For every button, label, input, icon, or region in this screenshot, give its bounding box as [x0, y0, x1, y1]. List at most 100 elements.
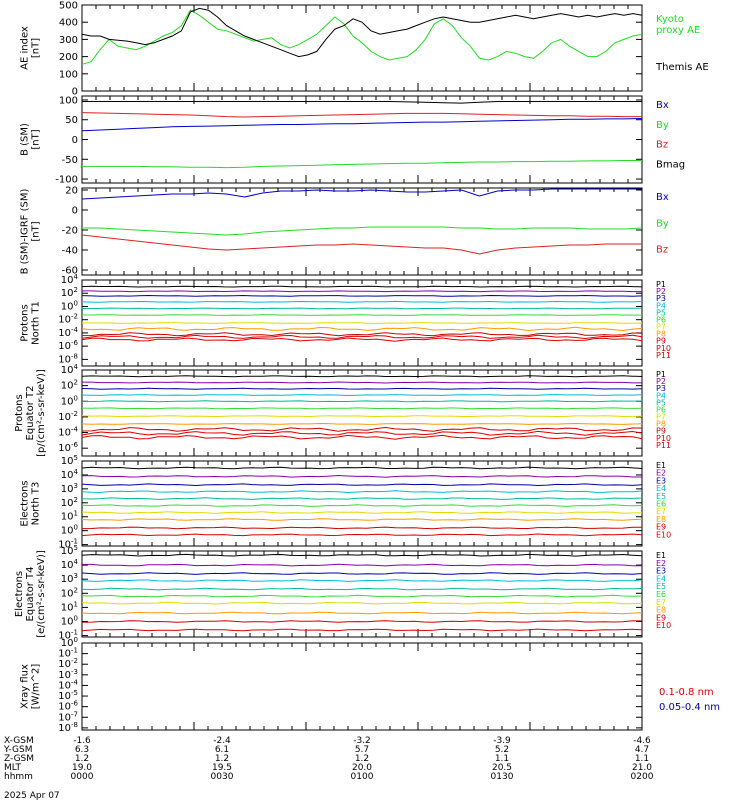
series-line-p4 [81, 300, 643, 303]
series-line-p10 [81, 334, 643, 340]
panel-3: -60 -40 -20 0 20 B (SM)-IGRF (SM) [nT] Bx By Bz [20, 186, 669, 277]
y-tick-label: -40 [62, 246, 78, 257]
y-tick-label: -50 [62, 155, 78, 166]
legend-xray-short: 0.05-0.4 nm [659, 702, 720, 713]
y-tick-label: 10-4 [58, 678, 78, 691]
y-axis-label: Electrons Equator T4 [e/(cm²-s-sr-keV)] [14, 550, 47, 638]
series-line-by [82, 226, 643, 236]
panel-frame [81, 95, 643, 184]
y-tick-label: 100 [61, 299, 78, 312]
series-line-p5 [81, 307, 643, 310]
legend-bz: Bz [656, 245, 668, 256]
series-line-bz [81, 234, 642, 255]
legend-bx: Bx [656, 192, 669, 203]
legend-p3: P3 [656, 384, 666, 393]
series-line-e1 [81, 553, 643, 557]
y-axis-label-line: Protons [20, 304, 31, 341]
legend-e4: E4 [656, 484, 666, 493]
series-line-e5 [81, 497, 643, 500]
y-axis-label-line: Equator T4 [25, 567, 36, 622]
y-tick-label: 100 [61, 524, 78, 537]
legend-bz: Bz [656, 140, 668, 151]
legend-e5: E5 [656, 582, 666, 591]
legend-by: By [656, 120, 669, 131]
series-line-p6 [81, 314, 642, 316]
footer-value: 1.1 [495, 754, 509, 764]
footer-value: 19.0 [72, 763, 92, 773]
series-line-themis-ae [81, 7, 643, 58]
series-line-kyoto-proxy-ae [81, 9, 643, 65]
y-tick-label: -60 [62, 266, 78, 277]
footer-value: 1.2 [215, 754, 229, 764]
y-tick-label: 200 [59, 52, 78, 63]
footer-value: 1.2 [75, 754, 89, 764]
y-tick-label: 104 [61, 273, 79, 286]
y-tick-label: -20 [62, 226, 78, 237]
series-line-by [82, 160, 642, 169]
y-tick-label: 105 [61, 544, 78, 557]
series-line-p7 [81, 322, 643, 324]
y-tick-label: 10-8 [58, 352, 78, 365]
y-tick-label: 100 [61, 394, 78, 407]
y-tick-label: 10-2 [58, 313, 78, 326]
footer-row-label: MLT [4, 763, 22, 773]
legend-bmag: Bmag [656, 159, 685, 170]
series-line-p3 [81, 387, 643, 390]
y-tick-label: 20 [65, 186, 78, 197]
legend-e10: E10 [656, 530, 671, 539]
legend-e4: E4 [656, 574, 666, 583]
y-tick-label: 10-6 [58, 700, 78, 713]
y-tick-label: 0 [72, 87, 78, 98]
legend-p6: P6 [656, 405, 666, 414]
y-tick-label: 105 [61, 454, 78, 467]
y-axis-label-line: B (SM)-IGRF (SM) [20, 189, 31, 275]
footer-value: -1.6 [73, 736, 91, 746]
y-tick-label: 104 [61, 558, 79, 571]
y-axis-label: Protons North T1 [20, 301, 42, 345]
y-tick-label: 102 [61, 496, 78, 509]
y-tick-label: 104 [61, 468, 79, 481]
series-line-e8 [81, 611, 643, 615]
y-tick-label: 10-1 [58, 647, 78, 660]
y-axis-label-line: Electrons [20, 480, 31, 526]
legend-p10: P10 [656, 434, 671, 443]
y-tick-label: 10-1 [58, 538, 78, 551]
y-tick-label: 0 [72, 135, 78, 146]
series-line-bmag [82, 101, 642, 104]
y-tick-label: 10-3 [58, 668, 78, 681]
series-line-e6 [81, 504, 643, 507]
y-axis-label-line: Xray flux [20, 664, 31, 709]
y-axis-label-line: [W/m^2] [31, 664, 42, 710]
series-line-bz [81, 112, 642, 118]
y-tick-label: -100 [55, 175, 78, 186]
legend-e8: E8 [656, 606, 666, 615]
legend-p11: P11 [656, 441, 671, 450]
y-tick-label: 104 [61, 363, 79, 376]
y-tick-label: 10-2 [58, 410, 78, 423]
legend-p2: P2 [656, 287, 666, 296]
series-line-e10 [81, 533, 643, 537]
y-tick-label: 100 [59, 69, 78, 80]
legend-e6: E6 [656, 500, 666, 509]
y-tick-label: 500 [59, 1, 78, 12]
legend-bx: Bx [656, 100, 669, 111]
series-line-e3 [81, 572, 643, 575]
legend-by: By [656, 218, 669, 229]
y-tick-label: 10-6 [58, 441, 78, 454]
y-axis-label: Xray flux [W/m^2] [20, 664, 42, 710]
footer-value: 5.2 [495, 745, 509, 755]
footer-value: 4.7 [635, 745, 649, 755]
y-axis-label-line: Equator T2 [25, 386, 36, 441]
y-tick-label: 10-5 [58, 689, 78, 702]
series-line-p8 [81, 422, 643, 425]
y-tick-label: 102 [61, 586, 78, 599]
footer-value: 21.0 [632, 763, 652, 773]
y-axis-label: B (SM)-IGRF (SM) [nT] [20, 189, 42, 275]
y-tick-label: 10-7 [58, 710, 78, 723]
legend-p11: P11 [656, 351, 671, 360]
legend-kyoto-2: proxy AE [656, 25, 700, 36]
legend-p5: P5 [656, 398, 666, 407]
